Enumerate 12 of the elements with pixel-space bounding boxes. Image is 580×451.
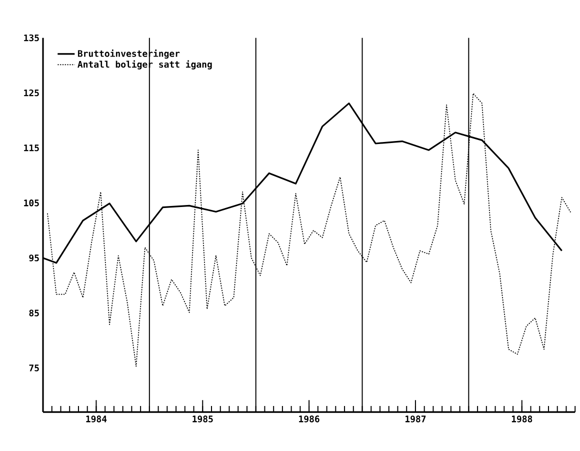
y-tick-label: 85 — [29, 310, 39, 316]
y-tick-label: 75 — [29, 364, 39, 372]
y-tick-label: 95 — [29, 254, 39, 262]
x-tick-label: 1988 — [512, 416, 532, 422]
x-tick-label: 1986 — [299, 416, 320, 422]
x-tick-label: 1987 — [406, 416, 426, 422]
y-tick-label: 135 — [24, 34, 39, 42]
y-tick-label: 125 — [24, 89, 39, 96]
y-tick-label: 115 — [24, 144, 39, 152]
y-tick-label: 105 — [24, 200, 39, 206]
x-tick-label: 1984 — [86, 416, 107, 422]
x-tick-label: 1985 — [192, 416, 213, 422]
